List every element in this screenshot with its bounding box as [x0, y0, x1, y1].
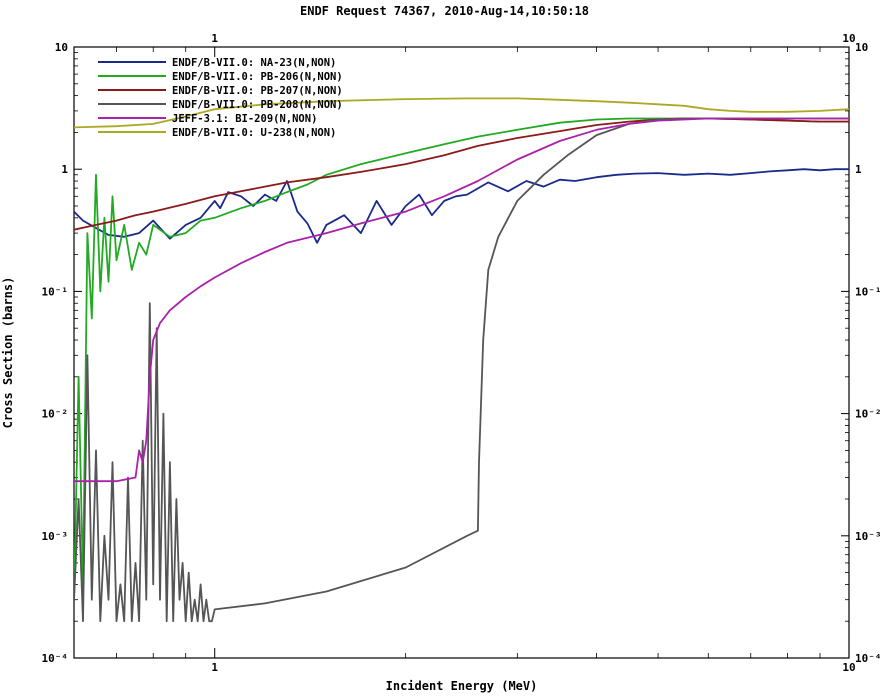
x-tick-label-bottom: 1 — [211, 661, 218, 674]
x-tick-label-bottom: 10 — [842, 661, 855, 674]
legend-label-1: ENDF/B-VII.0: NA-23(N,NON) — [172, 57, 336, 69]
legend-label-2: ENDF/B-VII.0: PB-206(N,NON) — [172, 71, 343, 83]
y-tick-label-left: 10⁻¹ — [42, 285, 69, 298]
chart-title: ENDF Request 74367, 2010-Aug-14,10:50:18 — [300, 4, 589, 18]
y-tick-label-right: 10⁻⁴ — [855, 652, 882, 665]
series-line-4 — [74, 117, 849, 623]
legend-label-6: ENDF/B-VII.0: U-238(N,NON) — [172, 127, 336, 139]
series-line-1 — [74, 168, 849, 244]
series-line-6 — [74, 97, 849, 129]
series-group — [74, 97, 849, 623]
x-tick-label-top: 10 — [842, 32, 855, 45]
y-tick-label-left: 1 — [61, 163, 68, 176]
y-tick-label-right: 10⁻² — [855, 408, 882, 421]
y-tick-label-left: 10 — [55, 41, 68, 54]
x-tick-label-top: 1 — [211, 32, 218, 45]
legend-label-4: ENDF/B-VII.0: PB-208(N,NON) — [172, 99, 343, 111]
series-line-5 — [74, 117, 849, 483]
y-tick-label-right: 1 — [855, 163, 862, 176]
y-tick-label-left: 10⁻³ — [42, 530, 69, 543]
y-tick-label-left: 10⁻⁴ — [42, 652, 69, 665]
y-tick-label-right: 10⁻¹ — [855, 285, 882, 298]
legend-label-3: ENDF/B-VII.0: PB-207(N,NON) — [172, 85, 343, 97]
plot-frame — [73, 46, 850, 659]
y-tick-label-left: 10⁻² — [42, 408, 69, 421]
y-tick-label-right: 10 — [855, 41, 868, 54]
series-line-2 — [74, 117, 849, 600]
y-axis-label: Cross Section (barns) — [1, 277, 15, 429]
y-tick-label-right: 10⁻³ — [855, 530, 882, 543]
legend-label-5: JEFF-3.1: BI-209(N,NON) — [172, 113, 317, 125]
x-axis-label: Incident Energy (MeV) — [386, 679, 538, 693]
